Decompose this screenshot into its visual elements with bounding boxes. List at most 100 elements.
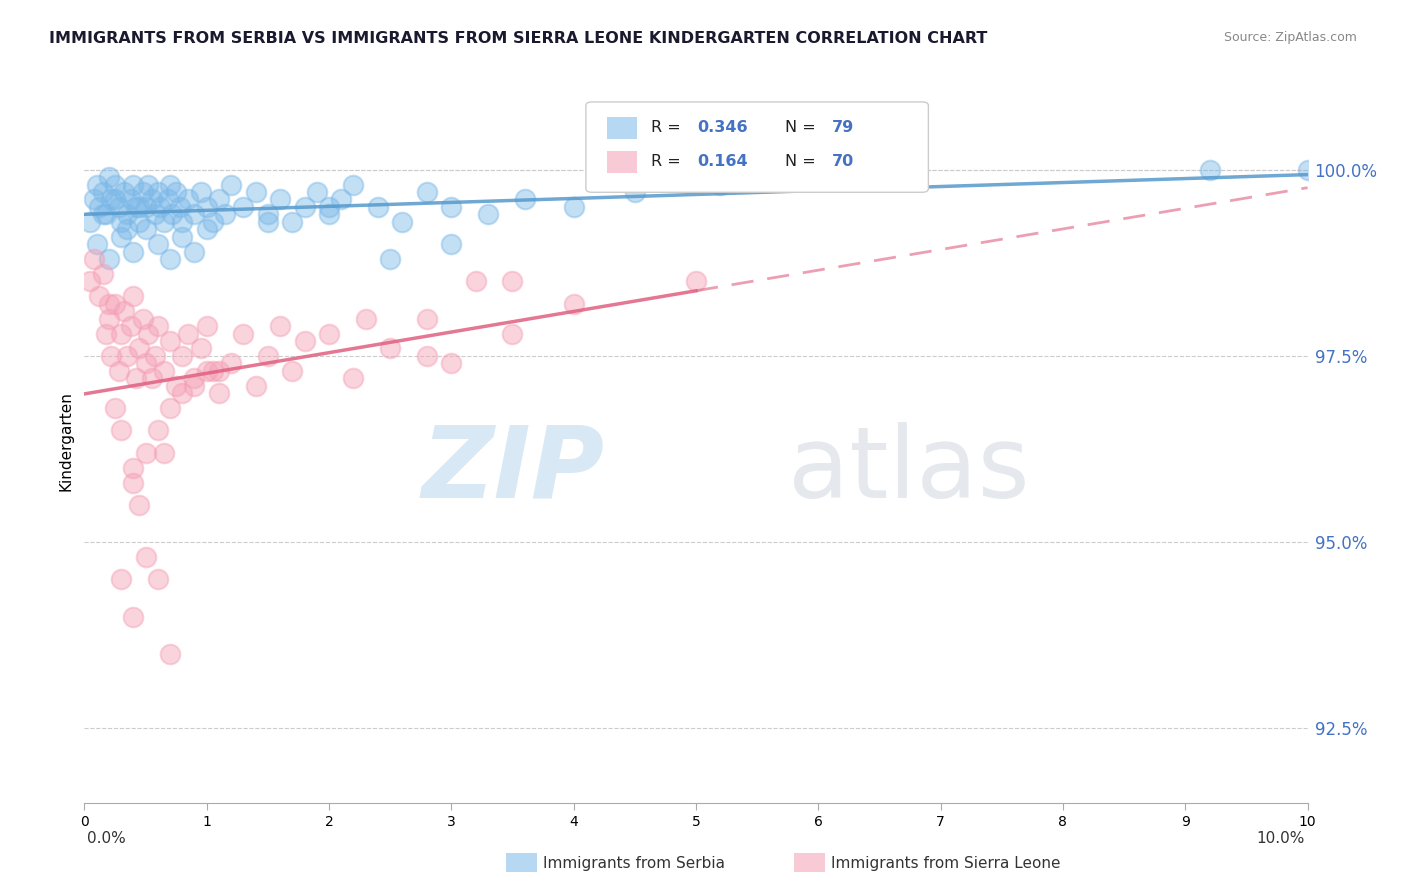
Point <box>245 185 267 199</box>
Point <box>132 311 155 326</box>
Point <box>201 364 224 378</box>
Point <box>354 311 377 326</box>
Point <box>115 207 138 221</box>
Point <box>318 200 340 214</box>
Point <box>96 207 118 221</box>
Point <box>122 609 145 624</box>
Point <box>110 215 132 229</box>
Point <box>172 349 194 363</box>
Point <box>367 200 389 214</box>
Point <box>135 356 157 370</box>
Point <box>172 386 194 401</box>
Point <box>141 371 163 385</box>
Point <box>513 193 536 207</box>
Point <box>195 364 218 378</box>
Point <box>477 207 499 221</box>
Point <box>159 252 181 266</box>
Point <box>440 356 463 370</box>
Point <box>440 200 463 214</box>
Y-axis label: Kindergarten: Kindergarten <box>58 392 73 491</box>
Point <box>86 237 108 252</box>
Text: 79: 79 <box>832 120 853 135</box>
Point <box>91 207 114 221</box>
Point <box>380 252 402 266</box>
Point <box>86 178 108 192</box>
Point <box>159 401 181 415</box>
Point <box>342 178 364 192</box>
Point <box>104 193 127 207</box>
Point <box>183 371 205 385</box>
Point <box>1198 162 1220 177</box>
Point <box>100 349 122 363</box>
Point <box>416 311 439 326</box>
Point <box>709 178 731 192</box>
Point <box>342 371 364 385</box>
FancyBboxPatch shape <box>606 151 637 173</box>
Point <box>562 200 585 214</box>
Point <box>120 193 142 207</box>
Point <box>177 193 200 207</box>
Point <box>96 326 118 341</box>
Point <box>104 401 127 415</box>
Point <box>416 349 439 363</box>
Point <box>122 244 145 259</box>
Point <box>201 215 224 229</box>
Point <box>172 215 194 229</box>
Text: Source: ZipAtlas.com: Source: ZipAtlas.com <box>1223 31 1357 45</box>
Text: R =: R = <box>651 120 686 135</box>
Point <box>107 200 129 214</box>
Point <box>183 378 205 392</box>
Text: 10.0%: 10.0% <box>1257 831 1305 846</box>
Text: 70: 70 <box>832 153 853 169</box>
Point <box>562 297 585 311</box>
Point <box>146 237 169 252</box>
Point <box>165 378 187 392</box>
Point <box>183 244 205 259</box>
Point <box>208 386 231 401</box>
Point <box>136 326 159 341</box>
Point <box>685 274 707 288</box>
Point <box>91 185 114 199</box>
Point <box>232 326 254 341</box>
Point <box>110 423 132 437</box>
Text: atlas: atlas <box>787 422 1029 519</box>
Point <box>83 193 105 207</box>
Point <box>269 319 291 334</box>
Point <box>269 193 291 207</box>
Point <box>318 326 340 341</box>
Point <box>125 200 148 214</box>
Point <box>502 326 524 341</box>
Point <box>380 342 402 356</box>
Text: ZIP: ZIP <box>422 422 605 519</box>
Text: IMMIGRANTS FROM SERBIA VS IMMIGRANTS FROM SIERRA LEONE KINDERGARTEN CORRELATION : IMMIGRANTS FROM SERBIA VS IMMIGRANTS FRO… <box>49 31 987 46</box>
Point <box>128 200 150 214</box>
Point <box>128 498 150 512</box>
Point <box>100 193 122 207</box>
Point <box>125 371 148 385</box>
Point <box>146 185 169 199</box>
Point <box>257 215 280 229</box>
Point <box>110 229 132 244</box>
Point <box>159 647 181 661</box>
Point <box>112 304 135 318</box>
Text: N =: N = <box>786 120 821 135</box>
Point <box>305 185 328 199</box>
Point <box>79 215 101 229</box>
Point <box>128 215 150 229</box>
Point <box>143 207 166 221</box>
Point <box>330 193 353 207</box>
Point <box>183 207 205 221</box>
Text: 0.164: 0.164 <box>697 153 748 169</box>
Text: R =: R = <box>651 153 686 169</box>
Point <box>195 319 218 334</box>
FancyBboxPatch shape <box>586 102 928 193</box>
Point <box>87 289 110 303</box>
Point <box>153 446 176 460</box>
Point <box>165 185 187 199</box>
Point <box>219 178 242 192</box>
Point <box>502 274 524 288</box>
Point <box>91 267 114 281</box>
Point <box>318 207 340 221</box>
Point <box>146 572 169 586</box>
Point <box>135 446 157 460</box>
